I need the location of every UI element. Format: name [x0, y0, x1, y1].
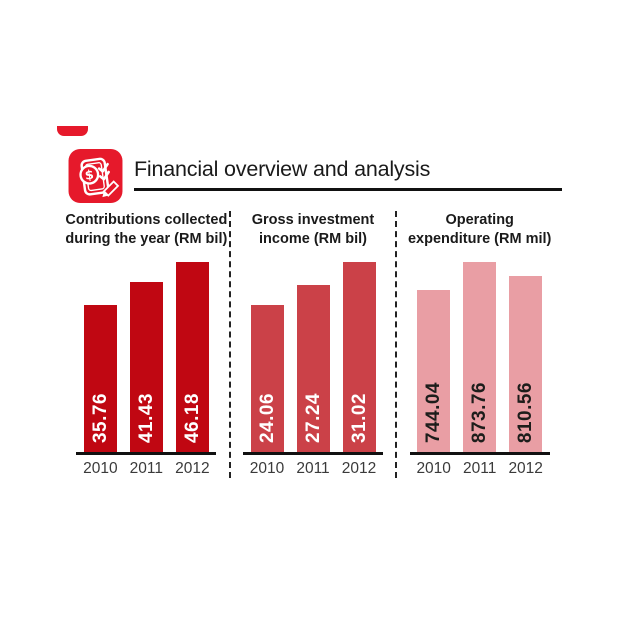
- x-tick-label: 2010: [416, 460, 451, 477]
- bar-2010: 35.76: [83, 305, 117, 452]
- x-axis-line: [409, 452, 550, 455]
- x-tick-label: 2011: [296, 460, 330, 477]
- bar-2012: 31.02: [342, 262, 376, 452]
- bar-plot: 24.06 27.24 31.02: [231, 256, 396, 452]
- x-axis-line: [76, 452, 217, 455]
- bar-value-label: 873.76: [469, 381, 491, 443]
- x-axis-line: [243, 452, 383, 455]
- bar-value-label: 41.43: [135, 392, 157, 443]
- bar-value-label: 31.02: [348, 392, 370, 443]
- bar-2011: 27.24: [296, 285, 330, 452]
- bar-2011: 873.76: [463, 262, 497, 452]
- svg-text:$: $: [84, 167, 95, 183]
- x-axis-ticks: 2010 2011 2012: [64, 460, 229, 478]
- bar-plot: 35.76 41.43 46.18: [64, 256, 229, 452]
- x-axis-ticks: 2010 2011 2012: [231, 460, 396, 478]
- chart-panel-investment-income: Gross investment income (RM bil) 24.06 2…: [228, 211, 396, 478]
- chart-panel-contributions: Contributions collected during the year …: [64, 211, 229, 478]
- bar-value-label: 27.24: [302, 392, 324, 443]
- x-tick-label: 2011: [463, 460, 497, 477]
- x-tick-label: 2012: [341, 460, 377, 477]
- bar-2012: 46.18: [175, 262, 209, 452]
- x-tick-label: 2011: [129, 460, 163, 477]
- x-tick-label: 2012: [175, 460, 210, 477]
- page-title: Financial overview and analysis: [134, 157, 431, 181]
- x-tick-label: 2012: [508, 460, 543, 477]
- bar-2010: 744.04: [417, 290, 451, 452]
- header: $ Financial overview and analysis: [68, 148, 562, 204]
- bar-value-label: 46.18: [181, 392, 203, 443]
- bar-plot: 744.04 873.76 810.56: [397, 256, 562, 452]
- panel-title-line: Operating: [445, 212, 514, 228]
- bar-value-label: 810.56: [515, 381, 537, 443]
- panel-title: Gross investment income (RM bil): [231, 211, 396, 251]
- money-clipboard-pencil-icon: $: [68, 149, 123, 203]
- panel-title-line: during the year (RM bil): [65, 230, 228, 247]
- bar-value-label: 744.04: [423, 381, 445, 443]
- charts-row: Contributions collected during the year …: [64, 211, 562, 478]
- bar-2010: 24.06: [250, 305, 284, 452]
- header-title-block: Financial overview and analysis: [134, 157, 562, 191]
- x-tick-label: 2010: [249, 460, 285, 477]
- bar-value-label: 24.06: [256, 392, 278, 443]
- bar-2011: 41.43: [129, 282, 163, 452]
- x-tick-label: 2010: [83, 460, 118, 477]
- chart-panel-operating-expenditure: Operating expenditure (RM mil) 744.04 87…: [395, 211, 562, 478]
- cropped-icon-fragment: [57, 126, 88, 136]
- panel-title-line: expenditure (RM mil): [407, 230, 552, 247]
- bar-2012: 810.56: [509, 276, 543, 452]
- panel-title-line: Gross investment: [251, 212, 375, 228]
- panel-title: Operating expenditure (RM mil): [397, 211, 562, 251]
- panel-title-line: Contributions collected: [65, 212, 228, 228]
- panel-title-line: income (RM bil): [259, 230, 367, 247]
- panel-title: Contributions collected during the year …: [64, 211, 229, 251]
- bar-value-label: 35.76: [89, 392, 111, 443]
- x-axis-ticks: 2010 2011 2012: [397, 460, 562, 478]
